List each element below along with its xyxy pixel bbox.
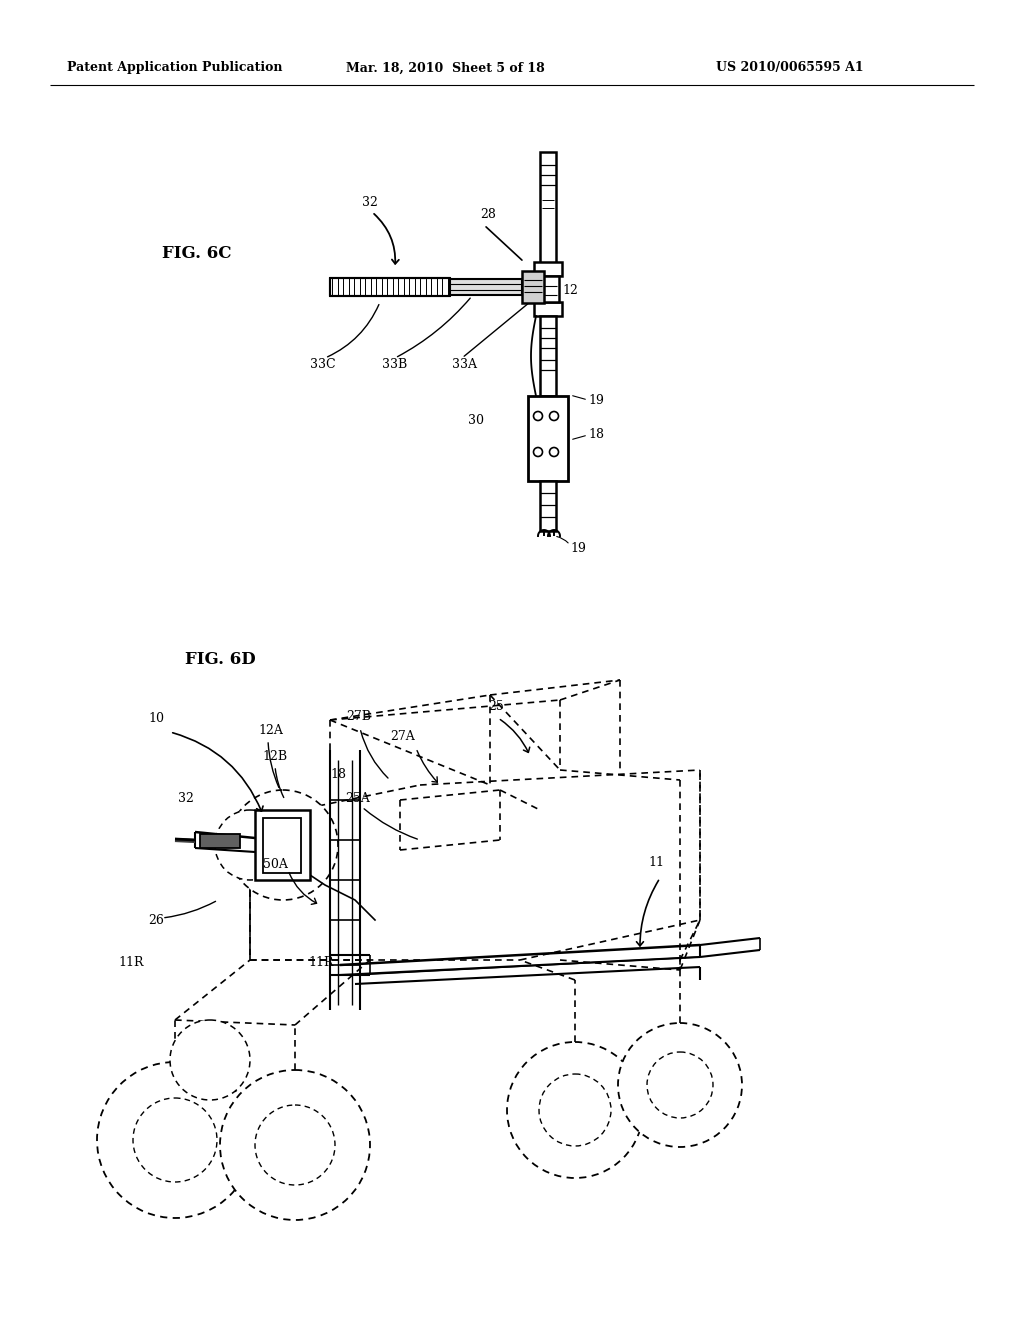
Circle shape xyxy=(215,810,285,880)
Text: 50A: 50A xyxy=(263,858,288,871)
Circle shape xyxy=(170,1020,250,1100)
Circle shape xyxy=(133,1098,217,1181)
Text: FIG. 6D: FIG. 6D xyxy=(185,652,256,668)
Bar xyxy=(330,279,450,296)
Bar xyxy=(540,480,556,531)
Text: 26: 26 xyxy=(148,913,164,927)
Bar xyxy=(528,396,568,480)
Bar xyxy=(263,818,301,873)
Bar xyxy=(522,271,544,304)
Circle shape xyxy=(534,447,543,457)
Text: 33C: 33C xyxy=(310,359,336,371)
Text: 12B: 12B xyxy=(262,751,287,763)
Text: 10: 10 xyxy=(148,711,164,725)
Circle shape xyxy=(228,789,338,900)
Text: Patent Application Publication: Patent Application Publication xyxy=(68,62,283,74)
Bar xyxy=(537,276,559,302)
Text: 11R: 11R xyxy=(308,957,334,969)
Circle shape xyxy=(647,1052,713,1118)
Text: 19: 19 xyxy=(570,541,586,554)
Text: 32: 32 xyxy=(178,792,194,804)
Bar xyxy=(534,302,562,315)
Bar xyxy=(255,810,310,880)
Text: 18: 18 xyxy=(588,429,604,441)
Text: 28: 28 xyxy=(480,209,496,222)
Text: FIG. 6C: FIG. 6C xyxy=(162,244,231,261)
Text: 11: 11 xyxy=(648,857,664,870)
Text: 33A: 33A xyxy=(452,359,477,371)
Circle shape xyxy=(550,412,558,421)
Bar xyxy=(540,315,556,396)
Text: 27A: 27A xyxy=(390,730,415,743)
Bar xyxy=(534,261,562,276)
Text: 25: 25 xyxy=(488,700,504,713)
Circle shape xyxy=(539,1074,611,1146)
Text: US 2010/0065595 A1: US 2010/0065595 A1 xyxy=(716,62,864,74)
Bar xyxy=(450,279,522,294)
Circle shape xyxy=(255,1105,335,1185)
Text: 30: 30 xyxy=(468,413,484,426)
Circle shape xyxy=(97,1063,253,1218)
Bar xyxy=(200,834,240,847)
Text: 32: 32 xyxy=(362,195,378,209)
Text: 12: 12 xyxy=(562,284,578,297)
Text: Mar. 18, 2010  Sheet 5 of 18: Mar. 18, 2010 Sheet 5 of 18 xyxy=(346,62,545,74)
Circle shape xyxy=(534,412,543,421)
Bar xyxy=(540,152,556,267)
Text: 25A: 25A xyxy=(345,792,370,804)
Text: 33B: 33B xyxy=(382,359,408,371)
Text: 11R: 11R xyxy=(118,957,143,969)
Text: 27B: 27B xyxy=(346,710,371,723)
Text: 12A: 12A xyxy=(258,723,283,737)
Text: 18: 18 xyxy=(330,768,346,781)
Text: 19: 19 xyxy=(588,393,604,407)
Circle shape xyxy=(550,447,558,457)
Circle shape xyxy=(507,1041,643,1177)
Circle shape xyxy=(618,1023,742,1147)
Circle shape xyxy=(220,1071,370,1220)
